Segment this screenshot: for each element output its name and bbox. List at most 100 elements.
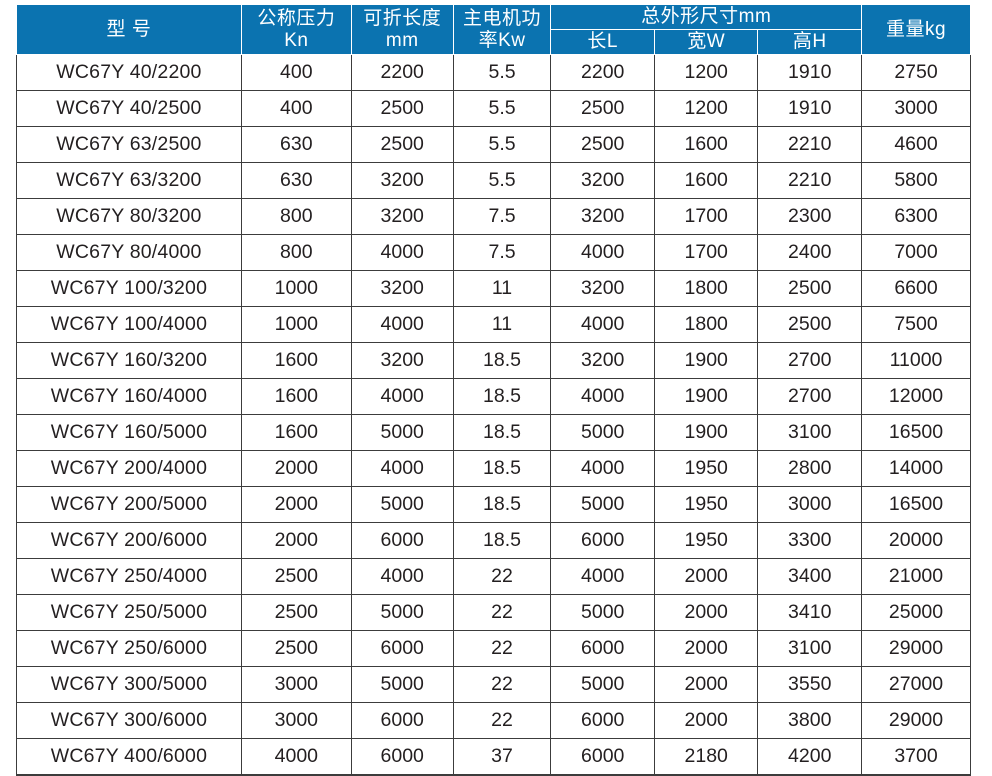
cell-dimension-width: 1900 bbox=[653, 342, 759, 379]
cell-dimension-length: 5000 bbox=[550, 594, 655, 631]
column-header-model: 型 号 bbox=[16, 4, 242, 55]
cell-weight: 29000 bbox=[861, 630, 971, 667]
cell-model: WC67Y 300/6000 bbox=[16, 702, 242, 739]
cell-main-motor-power: 18.5 bbox=[452, 414, 552, 451]
cell-weight: 14000 bbox=[861, 450, 971, 487]
cell-dimension-width: 1900 bbox=[653, 414, 759, 451]
cell-main-motor-power: 5.5 bbox=[452, 90, 552, 127]
cell-dimension-width: 1200 bbox=[653, 54, 759, 91]
cell-dimension-length: 4000 bbox=[550, 450, 655, 487]
cell-main-motor-power: 18.5 bbox=[452, 378, 552, 415]
cell-dimension-length: 2500 bbox=[550, 90, 655, 127]
cell-bending-length: 4000 bbox=[350, 378, 454, 415]
header-row-secondary: 长L 宽W 高H bbox=[17, 29, 971, 55]
cell-nominal-pressure: 3000 bbox=[240, 702, 352, 739]
cell-nominal-pressure: 630 bbox=[240, 126, 352, 163]
cell-nominal-pressure: 1600 bbox=[240, 414, 352, 451]
cell-bending-length: 4000 bbox=[350, 450, 454, 487]
cell-main-motor-power: 5.5 bbox=[452, 126, 552, 163]
cell-nominal-pressure: 3000 bbox=[240, 666, 352, 703]
cell-main-motor-power: 7.5 bbox=[452, 234, 552, 271]
cell-dimension-length: 4000 bbox=[550, 558, 655, 595]
cell-dimension-height: 3100 bbox=[757, 414, 863, 451]
cell-dimension-height: 2500 bbox=[757, 270, 863, 307]
cell-main-motor-power: 22 bbox=[452, 630, 552, 667]
table-row: WC67Y 250/5000 2500 5000 22 5000 2000 3410 2500… bbox=[16, 594, 971, 631]
cell-nominal-pressure: 2500 bbox=[240, 558, 352, 595]
cell-dimension-width: 1900 bbox=[653, 378, 759, 415]
cell-main-motor-power: 18.5 bbox=[452, 522, 552, 559]
cell-nominal-pressure: 400 bbox=[240, 54, 352, 91]
cell-main-motor-power: 11 bbox=[452, 306, 552, 343]
cell-nominal-pressure: 2500 bbox=[240, 630, 352, 667]
cell-dimension-height: 1910 bbox=[757, 54, 863, 91]
column-header-weight: 重量kg bbox=[861, 4, 971, 55]
cell-dimension-width: 1700 bbox=[653, 198, 759, 235]
cell-main-motor-power: 22 bbox=[452, 702, 552, 739]
cell-model: WC67Y 100/4000 bbox=[16, 306, 242, 343]
cell-main-motor-power: 22 bbox=[452, 666, 552, 703]
column-header-main-motor-power: 主电机功 率Kw bbox=[452, 4, 552, 55]
table-row: WC67Y 300/5000 3000 5000 22 5000 2000 3550 2700… bbox=[16, 666, 971, 703]
cell-dimension-length: 3200 bbox=[550, 342, 655, 379]
cell-model: WC67Y 250/4000 bbox=[16, 558, 242, 595]
cell-dimension-length: 5000 bbox=[550, 666, 655, 703]
cell-bending-length: 6000 bbox=[350, 738, 454, 776]
cell-main-motor-power: 22 bbox=[452, 558, 552, 595]
cell-model: WC67Y 160/5000 bbox=[16, 414, 242, 451]
cell-main-motor-power: 18.5 bbox=[452, 486, 552, 523]
cell-bending-length: 6000 bbox=[350, 702, 454, 739]
column-header-dimension-height: 高H bbox=[757, 29, 863, 55]
table-row: WC67Y 100/3200 1000 3200 11 3200 1800 2500 6600 bbox=[16, 270, 971, 307]
cell-weight: 20000 bbox=[861, 522, 971, 559]
cell-weight: 5800 bbox=[861, 162, 971, 199]
column-header-bending-length-unit: mm bbox=[385, 29, 419, 51]
cell-dimension-height: 2700 bbox=[757, 378, 863, 415]
column-header-main-motor-power-label: 主电机功 bbox=[463, 7, 542, 29]
cell-main-motor-power: 37 bbox=[452, 738, 552, 776]
cell-dimension-height: 3410 bbox=[757, 594, 863, 631]
cell-dimension-length: 2500 bbox=[550, 126, 655, 163]
cell-weight: 6600 bbox=[861, 270, 971, 307]
cell-dimension-width: 1700 bbox=[653, 234, 759, 271]
table-row: WC67Y 40/2500 400 2500 5.5 2500 1200 1910 3000 bbox=[16, 90, 971, 127]
cell-model: WC67Y 200/6000 bbox=[16, 522, 242, 559]
column-header-model-label: 型 号 bbox=[106, 18, 152, 40]
cell-dimension-length: 5000 bbox=[550, 414, 655, 451]
cell-dimension-height: 3400 bbox=[757, 558, 863, 595]
cell-nominal-pressure: 2000 bbox=[240, 486, 352, 523]
cell-dimension-width: 2000 bbox=[653, 702, 759, 739]
column-header-bending-length-label: 可折长度 bbox=[363, 7, 442, 29]
cell-model: WC67Y 160/3200 bbox=[16, 342, 242, 379]
cell-nominal-pressure: 1600 bbox=[240, 342, 352, 379]
column-header-nominal-pressure: 公称压力 Kn bbox=[240, 4, 352, 55]
table-row: WC67Y 160/3200 1600 3200 18.5 3200 1900 2700 11… bbox=[16, 342, 971, 379]
cell-dimension-height: 2800 bbox=[757, 450, 863, 487]
header-row-primary: 型 号 公称压力 Kn 可折长度 mm 主电机功 率Kw 总外形尺寸mm 重量k… bbox=[16, 4, 971, 55]
table-row: WC67Y 63/3200 630 3200 5.5 3200 1600 2210 5800 bbox=[16, 162, 971, 199]
specification-table: 型 号 公称压力 Kn 可折长度 mm 主电机功 率Kw 总外形尺寸mm 重量k… bbox=[16, 4, 971, 776]
cell-nominal-pressure: 2000 bbox=[240, 450, 352, 487]
cell-dimension-width: 2000 bbox=[653, 666, 759, 703]
cell-bending-length: 5000 bbox=[350, 414, 454, 451]
cell-weight: 3700 bbox=[861, 738, 971, 776]
table-row: WC67Y 300/6000 3000 6000 22 6000 2000 3800 2900… bbox=[16, 702, 971, 739]
cell-bending-length: 6000 bbox=[350, 522, 454, 559]
table-row: WC67Y 200/5000 2000 5000 18.5 5000 1950 3000 16… bbox=[16, 486, 971, 523]
cell-nominal-pressure: 800 bbox=[240, 234, 352, 271]
cell-weight: 27000 bbox=[861, 666, 971, 703]
cell-dimension-width: 1950 bbox=[653, 486, 759, 523]
cell-nominal-pressure: 1600 bbox=[240, 378, 352, 415]
cell-weight: 6300 bbox=[861, 198, 971, 235]
column-header-nominal-pressure-unit: Kn bbox=[284, 29, 309, 51]
cell-dimension-width: 1950 bbox=[653, 522, 759, 559]
cell-model: WC67Y 300/5000 bbox=[16, 666, 242, 703]
table-row: WC67Y 250/6000 2500 6000 22 6000 2000 3100 2900… bbox=[16, 630, 971, 667]
cell-bending-length: 5000 bbox=[350, 594, 454, 631]
cell-model: WC67Y 100/3200 bbox=[16, 270, 242, 307]
cell-weight: 7000 bbox=[861, 234, 971, 271]
cell-dimension-height: 2210 bbox=[757, 126, 863, 163]
cell-nominal-pressure: 2000 bbox=[240, 522, 352, 559]
column-header-overall-dimensions: 总外形尺寸mm bbox=[550, 4, 863, 30]
cell-dimension-width: 1600 bbox=[653, 162, 759, 199]
